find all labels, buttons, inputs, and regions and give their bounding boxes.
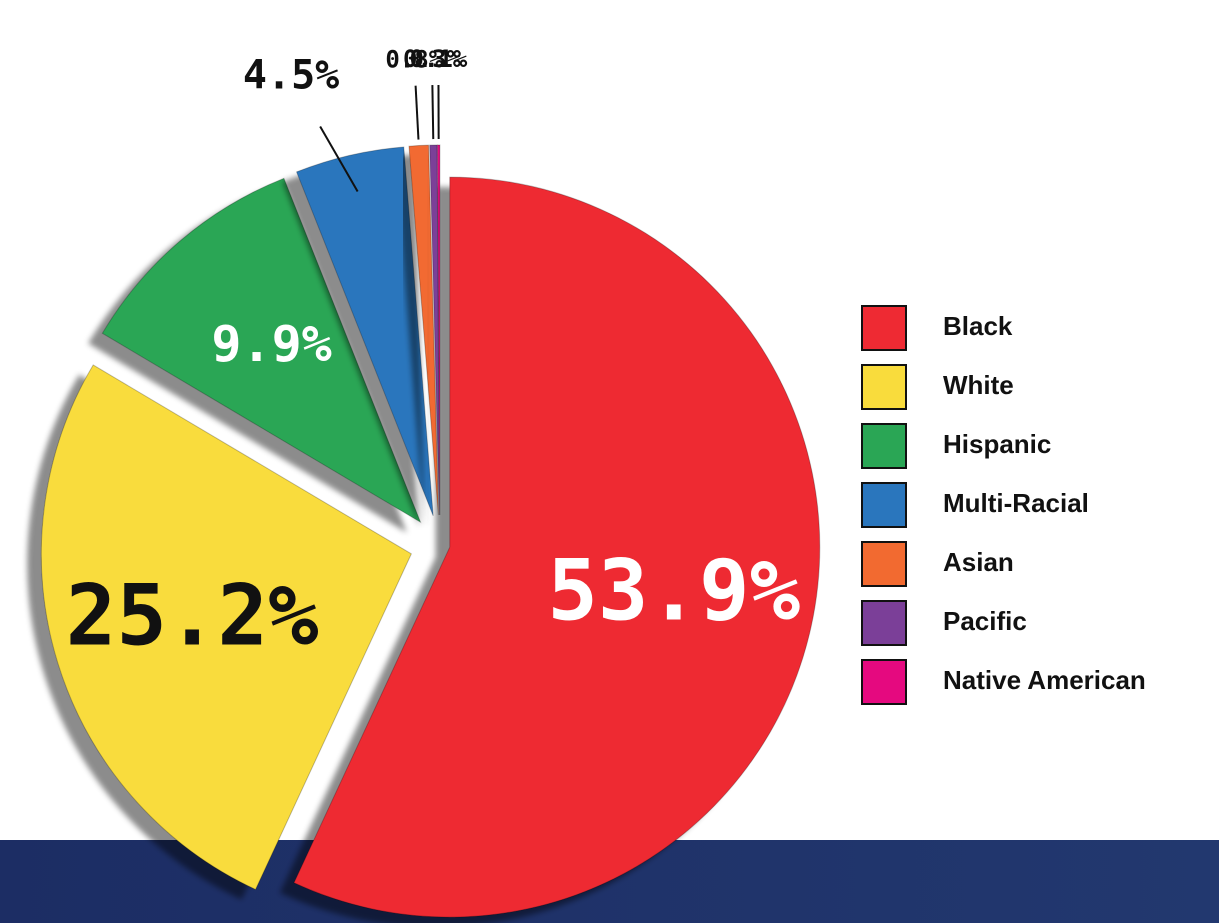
- slice: [295, 146, 434, 516]
- legend-label: Black: [943, 311, 1013, 341]
- legend-label: White: [943, 370, 1014, 400]
- labels: 53.9% 25.2% 9.9% 4.5% 0.8%0.3%0.1%: [66, 45, 800, 665]
- slice: [408, 144, 439, 516]
- slice: [40, 364, 412, 891]
- legend-label: Pacific: [943, 606, 1027, 636]
- leader-line: [319, 125, 359, 192]
- slice: [293, 176, 821, 918]
- data-label: 0.8%: [385, 46, 443, 74]
- legend: Black White Hispanic Multi-Racial Asian Pacif…: [861, 305, 1146, 705]
- legend-swatch: [861, 364, 907, 410]
- data-label: 0.1%: [409, 45, 467, 73]
- legend-swatch: [861, 659, 907, 705]
- data-label: 53.9%: [547, 542, 800, 640]
- data-label: 9.9%: [211, 315, 331, 373]
- slice: [101, 177, 422, 524]
- leader-line: [414, 85, 420, 140]
- legend-swatch: [861, 305, 907, 351]
- legend-label: Native American: [943, 665, 1146, 695]
- legend-label: Multi-Racial: [943, 488, 1089, 518]
- legend-swatch: [861, 423, 907, 469]
- legend-swatch: [861, 600, 907, 646]
- data-label: 25.2%: [66, 567, 319, 665]
- slice: [436, 144, 441, 516]
- legend-swatch: [861, 541, 907, 587]
- legend-swatch: [861, 482, 907, 528]
- leader-line: [431, 85, 435, 140]
- data-label: 0.3%: [403, 45, 461, 73]
- legend-label: Asian: [943, 547, 1014, 577]
- legend-label: Hispanic: [943, 429, 1051, 459]
- data-label: 4.5%: [243, 53, 339, 99]
- pie: [40, 144, 821, 918]
